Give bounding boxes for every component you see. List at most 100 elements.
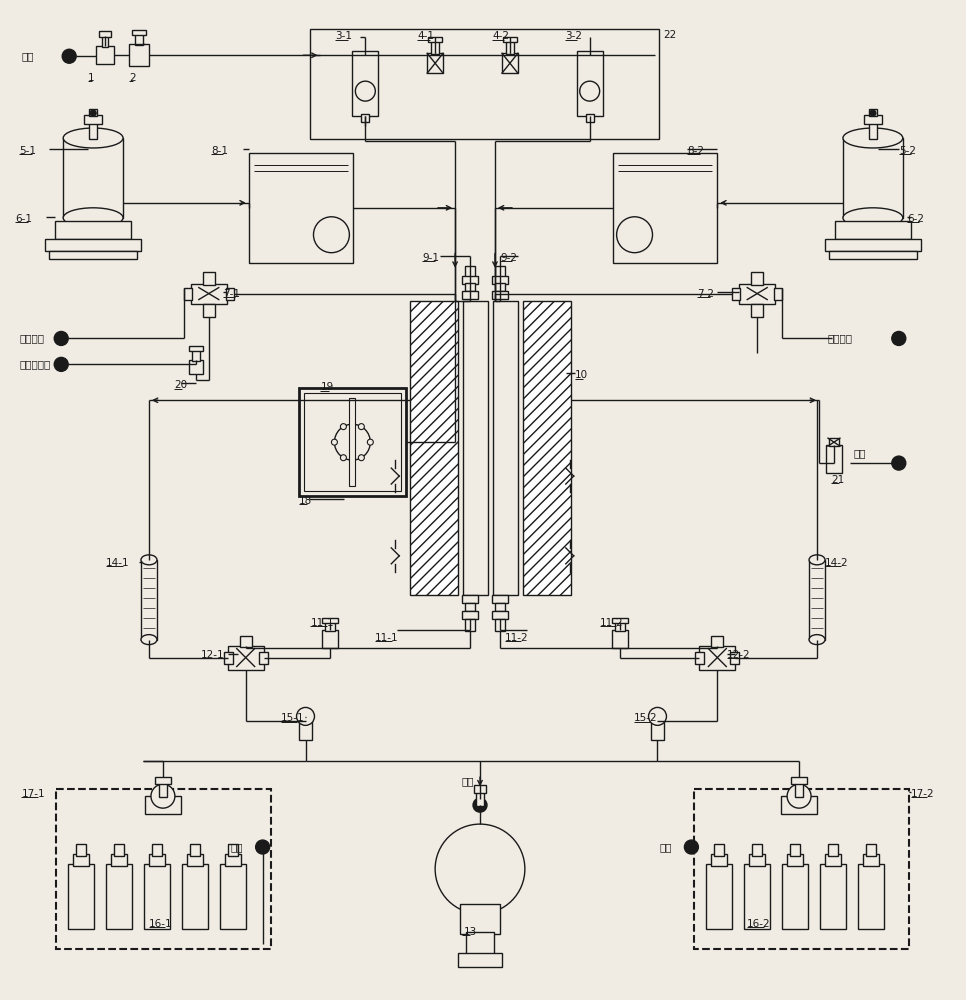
Bar <box>55 221 131 239</box>
Bar <box>135 34 143 45</box>
Bar <box>502 53 518 73</box>
Bar <box>192 350 200 361</box>
Text: 放空: 放空 <box>660 842 672 852</box>
Bar <box>188 346 203 351</box>
Text: 11-1: 11-1 <box>310 618 334 628</box>
Bar <box>96 46 114 64</box>
Bar <box>428 37 442 42</box>
Text: 17-2: 17-2 <box>911 789 934 799</box>
Bar <box>465 603 475 611</box>
Bar <box>465 619 475 631</box>
Text: 12-1: 12-1 <box>201 650 224 660</box>
Bar <box>706 864 732 929</box>
Text: 9-1: 9-1 <box>422 253 440 263</box>
Text: 开停工油: 开停工油 <box>827 333 852 343</box>
Bar <box>73 854 89 866</box>
Bar <box>411 301 458 595</box>
Circle shape <box>435 824 525 914</box>
Bar <box>152 844 162 856</box>
Bar <box>585 114 594 122</box>
Circle shape <box>648 707 667 725</box>
Text: 去气相色谱: 去气相色谱 <box>19 359 50 369</box>
Bar <box>132 30 146 35</box>
Circle shape <box>90 110 96 116</box>
Bar <box>795 783 803 797</box>
Bar <box>224 652 233 664</box>
Text: 放空: 放空 <box>231 842 243 852</box>
Bar <box>466 932 494 954</box>
Bar <box>476 792 484 806</box>
Bar <box>106 864 132 929</box>
Bar <box>298 716 312 740</box>
Bar <box>310 29 660 139</box>
Text: 5-1: 5-1 <box>19 146 37 156</box>
Text: 开停工液: 开停工液 <box>19 333 44 343</box>
Bar <box>781 796 817 814</box>
Bar <box>114 844 124 856</box>
Bar <box>45 239 141 251</box>
Bar <box>492 595 508 603</box>
Text: 6-2: 6-2 <box>907 214 923 224</box>
Text: 21: 21 <box>831 475 844 485</box>
Bar <box>226 288 234 300</box>
Circle shape <box>685 840 698 854</box>
Ellipse shape <box>843 208 903 228</box>
Bar <box>350 398 355 486</box>
Bar <box>431 41 440 54</box>
Bar <box>129 44 149 66</box>
Bar <box>228 844 238 856</box>
Bar <box>825 854 841 866</box>
Bar <box>462 276 478 284</box>
Text: 8-2: 8-2 <box>688 146 704 156</box>
Bar <box>699 646 735 670</box>
Text: 15-1: 15-1 <box>280 713 304 723</box>
Text: 12-2: 12-2 <box>727 650 751 660</box>
Circle shape <box>331 439 337 445</box>
Text: 8-1: 8-1 <box>211 146 228 156</box>
Text: 放空: 放空 <box>854 448 867 458</box>
Ellipse shape <box>810 555 825 565</box>
Bar <box>492 611 508 619</box>
Text: 20: 20 <box>174 380 187 390</box>
Bar <box>69 864 94 929</box>
Bar <box>714 844 724 856</box>
Bar <box>49 251 137 259</box>
Circle shape <box>787 784 811 808</box>
Circle shape <box>892 331 906 345</box>
Bar <box>825 239 921 251</box>
Circle shape <box>297 707 315 725</box>
Circle shape <box>54 331 69 345</box>
Bar <box>493 301 518 595</box>
Text: 7-2: 7-2 <box>697 289 715 299</box>
Text: 气源: 气源 <box>21 51 34 61</box>
Bar <box>155 777 171 784</box>
Text: 4-1: 4-1 <box>417 31 434 41</box>
Text: 11-2: 11-2 <box>600 618 623 628</box>
Bar <box>188 360 203 374</box>
Bar <box>782 864 809 929</box>
Ellipse shape <box>810 635 825 645</box>
Text: 22: 22 <box>664 30 677 40</box>
Circle shape <box>355 81 376 101</box>
Text: 16-1: 16-1 <box>149 919 173 929</box>
Bar <box>752 304 763 317</box>
Bar <box>495 619 505 631</box>
Text: 18: 18 <box>298 496 312 506</box>
Bar <box>361 114 369 122</box>
Circle shape <box>580 81 600 101</box>
Bar <box>614 622 625 631</box>
Bar <box>650 716 665 740</box>
Bar <box>790 844 800 856</box>
Text: 16-2: 16-2 <box>748 919 771 929</box>
Text: 4-2: 4-2 <box>492 31 509 41</box>
Bar <box>182 864 208 929</box>
Bar <box>791 777 807 784</box>
Text: 13: 13 <box>464 927 476 937</box>
Bar <box>829 438 839 446</box>
Bar <box>240 636 252 647</box>
Bar <box>458 953 502 967</box>
Bar <box>462 611 478 619</box>
Bar <box>203 272 214 285</box>
Circle shape <box>367 439 373 445</box>
Bar <box>186 854 203 866</box>
